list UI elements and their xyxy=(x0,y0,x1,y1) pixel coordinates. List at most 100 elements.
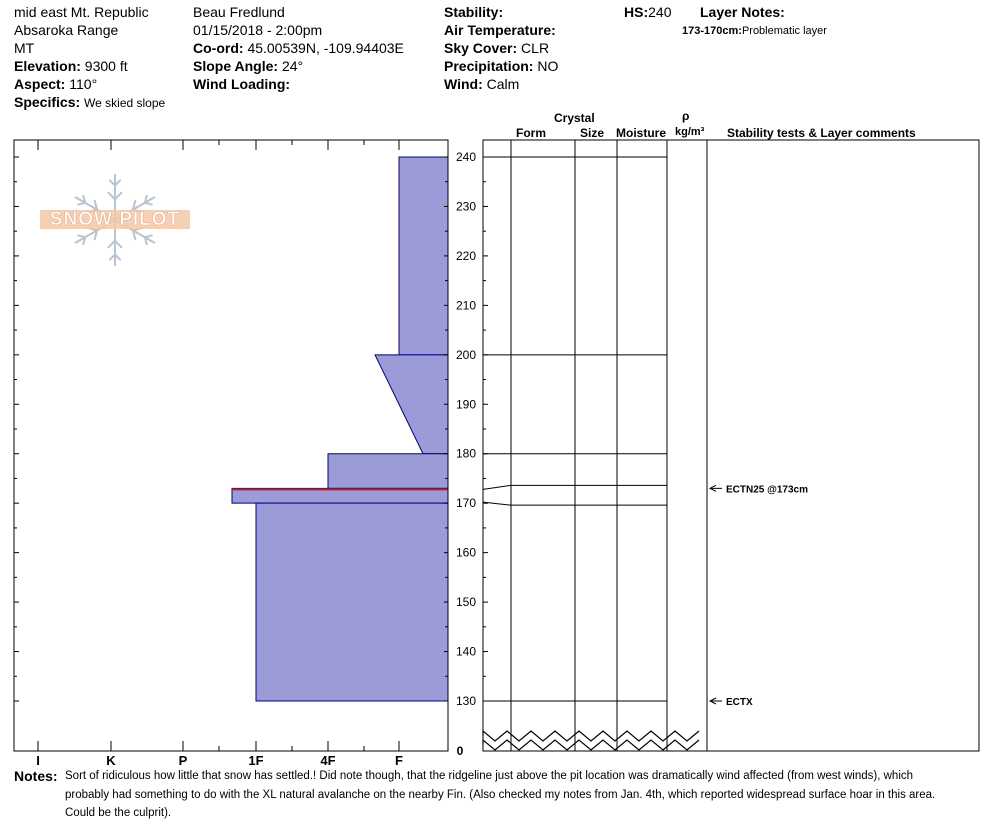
snowflake-branch xyxy=(114,253,122,261)
precip-value: NO xyxy=(537,58,559,74)
snowflake-branch xyxy=(108,253,116,261)
snowflake-branch xyxy=(144,201,153,206)
precip-label: Precipitation: xyxy=(444,58,534,74)
snowflake-branch xyxy=(77,201,86,206)
hardness-layer-3 xyxy=(327,453,449,489)
depth-label-140: 140 xyxy=(456,645,476,659)
depth-axis: 130 140 150 160 170 180 190 200 210 220 230 240 0 xyxy=(456,150,476,758)
notes-line-2: probably had something to do with the XL… xyxy=(65,789,936,801)
depth-label-220: 220 xyxy=(456,249,476,263)
coord-label: Co-ord: xyxy=(193,40,244,56)
elevation-label: Elevation: xyxy=(14,58,81,74)
aspect-label: Aspect: xyxy=(14,76,66,92)
sky-label: Sky Cover: xyxy=(444,40,518,56)
coord-value: 45.00539N, -109.94403E xyxy=(247,40,404,56)
notes-line-1: Sort of ridiculous how little that snow … xyxy=(65,770,914,782)
snowflake-branch xyxy=(143,236,148,246)
depth-label-170: 170 xyxy=(456,496,476,510)
location: mid east Mt. Republic xyxy=(14,4,149,20)
hardness-label-F: F xyxy=(395,753,403,768)
zigzag-upper xyxy=(482,729,700,742)
moisture-header: Moisture xyxy=(616,126,667,140)
sky-value: CLR xyxy=(521,40,550,56)
left-depth-ticks xyxy=(14,156,488,702)
stability-test-label-2: ECTX xyxy=(726,697,753,708)
logo-banner xyxy=(40,210,190,229)
hs-label: HS: xyxy=(624,4,649,20)
depth-label-160: 160 xyxy=(456,546,476,560)
snowflake-branch xyxy=(114,239,123,249)
wind-label: Wind: xyxy=(444,76,483,92)
stability-comments-header: Stability tests & Layer comments xyxy=(727,126,916,140)
logo-text: SNOW PILOT xyxy=(50,209,180,230)
specifics-value: We skied slope xyxy=(84,96,166,110)
layer-connector-173 xyxy=(482,484,512,490)
datetime: 01/15/2018 - 2:00pm xyxy=(193,22,323,38)
snowflake-branch xyxy=(77,234,86,239)
layer-note-text: Problematic layer xyxy=(741,25,827,37)
aspect-value: 110° xyxy=(69,76,98,92)
snowflake-branch xyxy=(107,239,116,249)
hardness-layer-4 xyxy=(231,487,449,504)
wind-loading-label: Wind Loading: xyxy=(193,76,291,92)
snowflake-branch xyxy=(108,179,116,187)
slope-value: 24° xyxy=(281,58,304,74)
stability-label: Stability: xyxy=(444,4,504,20)
layer-boundaries xyxy=(482,156,667,702)
snowflake-branch xyxy=(107,191,116,201)
depth-label-230: 230 xyxy=(456,199,476,213)
snowflake-branch xyxy=(114,179,122,187)
snowflake-branch xyxy=(114,191,123,201)
hardness-label-K: K xyxy=(106,753,116,768)
layer-connector-170 xyxy=(482,501,512,506)
hardness-label-1F: 1F xyxy=(248,753,263,768)
snowpilot-logo: SNOW PILOT xyxy=(40,174,190,266)
hardness-ticks: I K P 1F 4F F xyxy=(36,140,403,768)
depth-label-190: 190 xyxy=(456,397,476,411)
layer-note-range: 173-170cm: xyxy=(682,25,742,37)
snowflake-branch xyxy=(82,236,87,246)
hardness-frame xyxy=(13,139,449,752)
slope-label: Slope Angle: xyxy=(193,58,279,74)
hardness-label-P: P xyxy=(179,753,188,768)
range: Absaroka Range xyxy=(14,22,119,38)
air-temp-label: Air Temperature: xyxy=(444,22,556,38)
stability-test-label-1: ECTN25 @173cm xyxy=(726,484,808,495)
snowflake-branch xyxy=(93,199,99,210)
depth-label-180: 180 xyxy=(456,447,476,461)
zigzag-lower xyxy=(482,738,700,751)
observer: Beau Fredlund xyxy=(193,4,285,20)
stability-tests: ECTN25 @173cm ECTX xyxy=(708,484,808,708)
snowflake-branch xyxy=(131,230,137,241)
density-unit-header: kg/m³ xyxy=(675,126,705,138)
hardness-layer-1 xyxy=(398,156,449,356)
hardness-layer-5 xyxy=(255,502,449,702)
notes-line-3: Could be the culprit). xyxy=(65,807,172,819)
specifics-label: Specifics: xyxy=(14,94,81,110)
snowflake-branch xyxy=(144,234,153,239)
form-header: Form xyxy=(516,126,546,140)
depth-break-zigzag xyxy=(482,729,700,751)
depth-label-210: 210 xyxy=(456,298,476,312)
stability-arrow-head-1 xyxy=(708,484,717,492)
size-header: Size xyxy=(580,126,605,140)
state: MT xyxy=(14,40,35,56)
crystal-header: Crystal xyxy=(554,111,595,125)
depth-label-base: 0 xyxy=(457,744,464,758)
wind-value: Calm xyxy=(486,76,520,92)
snowflake-branch xyxy=(82,194,87,204)
depth-label-150: 150 xyxy=(456,595,476,609)
elevation-value: 9300 ft xyxy=(84,58,128,74)
column-lines xyxy=(510,140,708,751)
hardness-profile xyxy=(231,156,449,702)
snowflake-branch xyxy=(143,194,148,204)
depth-label-200: 200 xyxy=(456,348,476,362)
notes-label: Notes: xyxy=(14,768,58,784)
rho-header: ρ xyxy=(682,109,690,123)
hardness-label-I: I xyxy=(36,753,40,768)
hardness-layer-2 xyxy=(374,354,449,455)
hardness-label-4F: 4F xyxy=(320,753,335,768)
layer-table-frame xyxy=(482,139,980,752)
depth-label-130: 130 xyxy=(456,694,476,708)
